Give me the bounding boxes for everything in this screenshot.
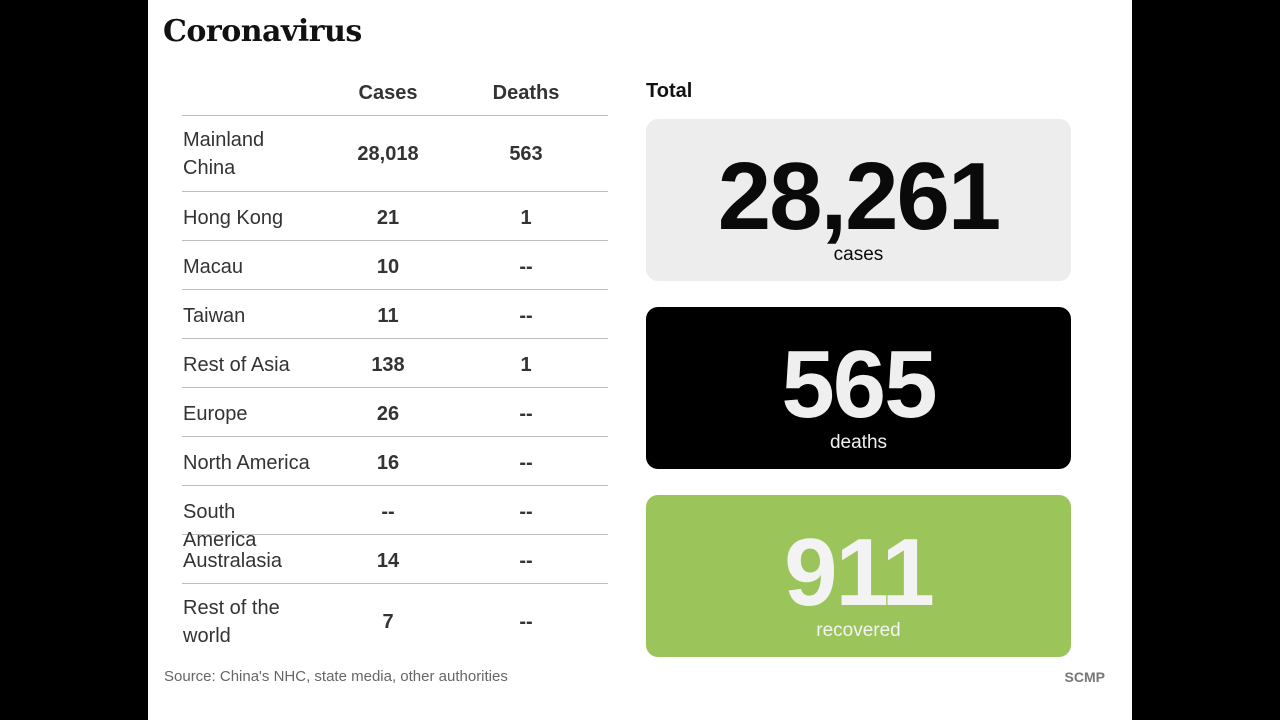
deaths-cell: 563 — [509, 143, 543, 165]
table-row: Hong Kong 21 1 — [182, 192, 608, 241]
header-cases: Cases — [358, 82, 418, 104]
cases-cell: 138 — [371, 354, 405, 376]
cases-cell: 21 — [376, 207, 400, 229]
cases-cell: 16 — [376, 452, 400, 474]
cases-cell: 26 — [376, 403, 400, 425]
region-cell: Australasia — [183, 550, 282, 572]
cases-cell: 11 — [377, 305, 399, 327]
table-header: Cases Deaths — [182, 76, 608, 116]
cases-table: Cases Deaths Mainland China 28,018 563 H… — [182, 76, 608, 660]
region-cell: Taiwan — [183, 305, 246, 327]
header-deaths: Deaths — [492, 82, 560, 104]
cases-cell: -- — [381, 501, 395, 523]
cases-cell: 10 — [376, 256, 400, 278]
table-row: Mainland China 28,018 563 — [182, 116, 608, 192]
deaths-cell: -- — [519, 305, 533, 327]
cases-cell: 28,018 — [357, 143, 419, 165]
total-deaths-label: deaths — [829, 432, 888, 453]
table-row: Rest of Asia 138 1 — [182, 339, 608, 388]
total-recovered-value: 911 — [784, 519, 935, 626]
cases-cell: 7 — [382, 611, 394, 633]
table-row: Australasia 14 -- — [182, 535, 608, 584]
deaths-cell: -- — [519, 403, 533, 425]
table-row: Macau 10 -- — [182, 241, 608, 290]
table-row: Rest of the world 7 -- — [182, 584, 608, 660]
table-row: Taiwan 11 -- — [182, 290, 608, 339]
total-cases-card: 28,261 cases — [646, 119, 1071, 281]
table-row: North America 16 -- — [182, 437, 608, 486]
deaths-cell: -- — [519, 501, 533, 523]
region-cell: South America — [183, 501, 257, 551]
region-cell: Mainland China — [183, 129, 265, 179]
table-row: South America -- -- — [182, 486, 608, 551]
total-cases-value: 28,261 — [717, 143, 1002, 250]
total-cases-label: cases — [833, 244, 884, 265]
deaths-cell: 1 — [520, 207, 532, 229]
total-deaths-value: 565 — [781, 331, 937, 438]
brand-logo: SCMP — [1064, 669, 1105, 685]
deaths-cell: 1 — [520, 354, 532, 376]
total-recovered-card: 911 recovered — [646, 495, 1071, 657]
total-recovered-label: recovered — [816, 620, 901, 641]
region-cell: Rest of the world — [183, 597, 280, 647]
infographic-panel: Coronavirus Cases Deaths Mainland China … — [148, 0, 1132, 720]
total-deaths-card: 565 deaths — [646, 307, 1071, 469]
deaths-cell: -- — [519, 611, 533, 633]
deaths-cell: -- — [519, 452, 533, 474]
cases-cell: 14 — [376, 550, 400, 572]
region-cell: North America — [183, 452, 310, 474]
table-row: Europe 26 -- — [182, 388, 608, 437]
region-cell: Macau — [183, 256, 244, 278]
total-heading: Total — [646, 80, 693, 102]
deaths-cell: -- — [519, 256, 533, 278]
region-cell: Europe — [183, 403, 248, 425]
region-cell: Rest of Asia — [183, 354, 290, 376]
page-title: Coronavirus — [163, 14, 362, 49]
region-cell: Hong Kong — [183, 207, 284, 229]
deaths-cell: -- — [519, 550, 533, 572]
source-note: Source: China's NHC, state media, other … — [164, 668, 508, 685]
